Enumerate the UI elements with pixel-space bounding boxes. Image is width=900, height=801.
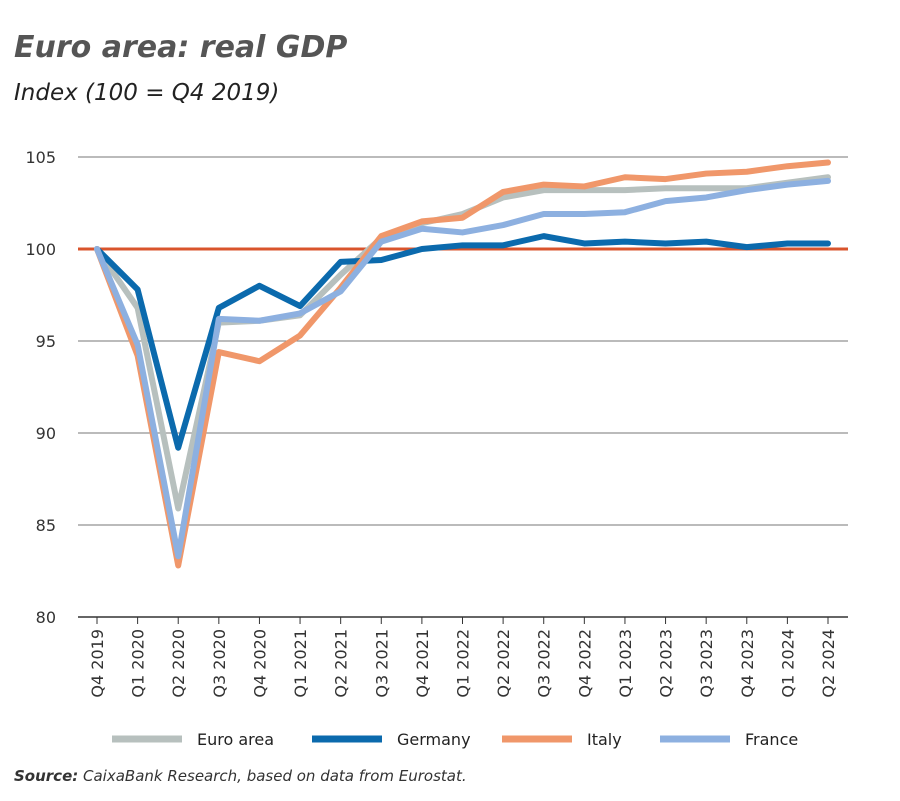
x-tick-label: Q4 2023: [738, 629, 757, 698]
chart-title: Euro area: real GDP: [14, 30, 348, 65]
x-tick-label: Q1 2023: [616, 629, 635, 698]
x-tick-label: Q2 2021: [332, 629, 351, 698]
x-tick-label: Q2 2024: [819, 629, 838, 698]
x-tick-label: Q2 2022: [494, 629, 513, 698]
x-tick-label: Q1 2021: [291, 629, 310, 698]
y-tick-label: 90: [36, 424, 56, 443]
x-tick-label: Q1 2022: [454, 629, 473, 698]
x-tick-label: Q3 2020: [210, 629, 229, 698]
y-tick-label: 80: [36, 608, 56, 627]
x-tick-label: Q2 2020: [169, 629, 188, 698]
legend-label: Germany: [397, 730, 471, 749]
x-tick-label: Q2 2023: [657, 629, 676, 698]
x-tick-label: Q3 2021: [372, 629, 391, 698]
y-tick-label: 100: [25, 240, 56, 259]
source-text: CaixaBank Research, based on data from E…: [78, 767, 467, 785]
series-line-italy: [94, 159, 831, 569]
y-tick-label: 85: [36, 516, 56, 535]
series-line-germany: [94, 233, 831, 451]
series-line-france: [94, 177, 831, 560]
legend-label: Euro area: [197, 730, 274, 749]
legend-label: France: [745, 730, 798, 749]
x-tick-label: Q4 2019: [88, 629, 107, 698]
source-label: Source:: [14, 767, 79, 785]
y-tick-label: 105: [25, 148, 56, 167]
x-tick-label: Q1 2024: [778, 629, 797, 698]
x-tick-label: Q3 2023: [697, 629, 716, 698]
x-tick-label: Q4 2020: [250, 629, 269, 698]
x-tick-label: Q3 2022: [535, 629, 554, 698]
chart-subtitle: Index (100 = Q4 2019): [14, 80, 280, 106]
x-tick-label: Q1 2020: [129, 629, 148, 698]
legend-label: Italy: [587, 730, 622, 749]
x-tick-label: Q4 2021: [413, 629, 432, 698]
y-tick-label: 95: [36, 332, 56, 351]
source-note: Source: CaixaBank Research, based on dat…: [14, 767, 467, 785]
x-tick-label: Q4 2022: [575, 629, 594, 698]
